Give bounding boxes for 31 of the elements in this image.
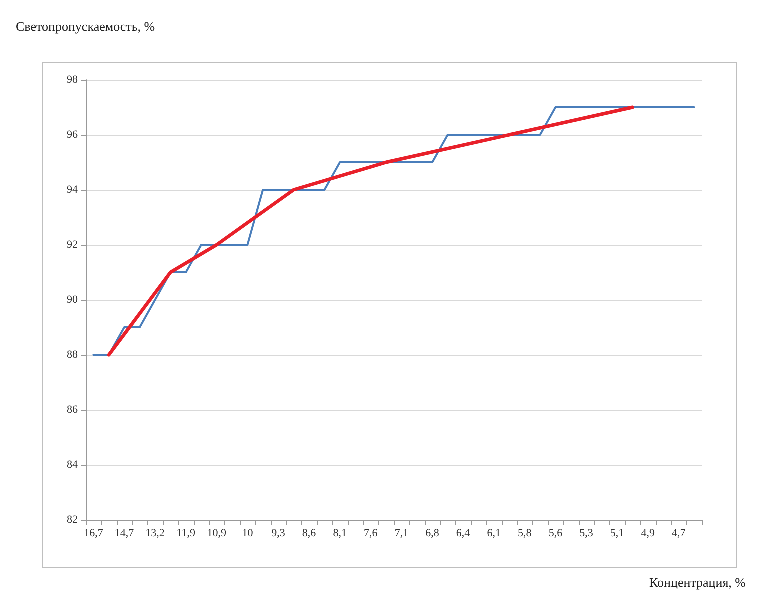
y-tick-label: 88 <box>67 349 78 361</box>
y-tick-label: 98 <box>67 74 78 86</box>
x-tick-label: 14,7 <box>114 528 135 540</box>
x-tick-label: 4,7 <box>672 528 686 540</box>
x-tick-label: 13,2 <box>146 528 165 540</box>
x-tick-label: 6,4 <box>456 528 471 540</box>
y-tick-label: 82 <box>67 514 78 526</box>
y-tick-label: 84 <box>67 459 78 471</box>
x-tick-label: 9,3 <box>272 528 286 540</box>
x-tick-label: 8,6 <box>302 528 317 540</box>
x-tick-label: 8,1 <box>333 528 347 540</box>
x-tick-label: 5,8 <box>518 528 532 540</box>
x-tick-label: 5,3 <box>580 528 594 540</box>
x-tick-label: 10 <box>242 528 254 540</box>
x-tick-label: 6,1 <box>487 528 501 540</box>
y-tick-label: 90 <box>67 294 78 306</box>
x-tick-label: 6,8 <box>426 528 440 540</box>
y-tick-label: 94 <box>67 184 78 196</box>
x-tick-label: 16,7 <box>84 528 104 540</box>
x-tick-label: 10,9 <box>207 528 228 540</box>
y-axis-title: Светопропускаемость, % <box>16 19 156 34</box>
x-tick-label: 7,6 <box>364 528 378 540</box>
x-axis-title: Концентрация, % <box>650 575 746 590</box>
y-tick-label: 96 <box>67 129 78 141</box>
x-tick-label: 11,9 <box>176 528 196 540</box>
x-tick-label: 4,9 <box>641 528 656 540</box>
x-tick-label: 7,1 <box>394 528 409 540</box>
x-tick-label: 5,1 <box>610 528 624 540</box>
x-tick-label: 5,6 <box>548 528 564 540</box>
y-tick-label: 86 <box>67 404 78 416</box>
y-tick-label: 92 <box>67 239 78 251</box>
